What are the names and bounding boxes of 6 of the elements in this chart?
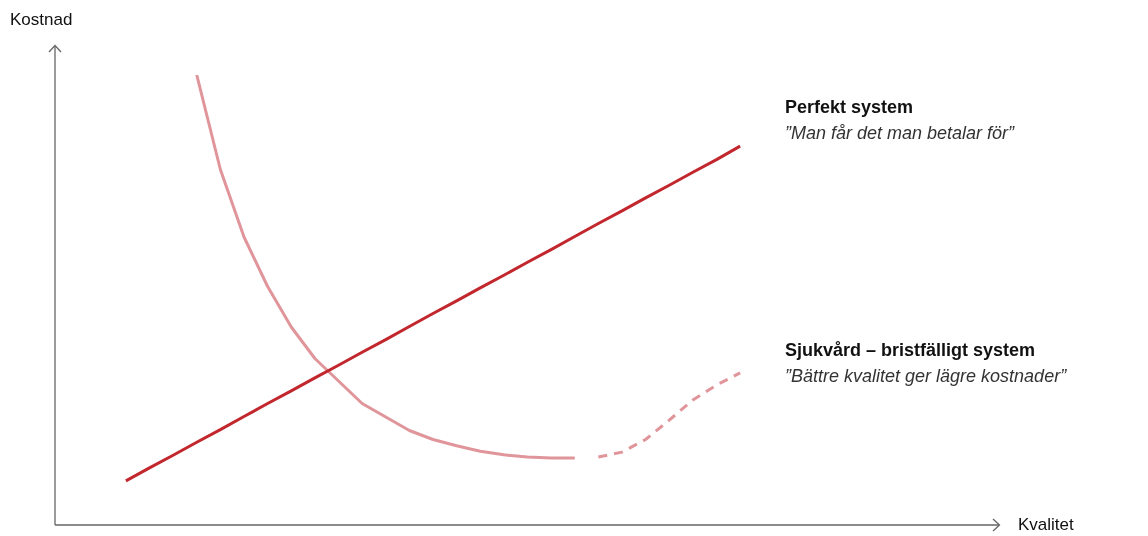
x-axis-title: Kvalitet xyxy=(1018,514,1075,534)
annotation: ”Bättre kvalitet ger lägre kostnader” xyxy=(785,365,1068,386)
annotation: ”Man får det man betalar för” xyxy=(785,123,1016,144)
text: Sjukvård – bristfälligt system xyxy=(785,339,1036,360)
text: Perfekt system xyxy=(785,97,914,118)
y-axis-title: Kostnad xyxy=(10,9,73,29)
